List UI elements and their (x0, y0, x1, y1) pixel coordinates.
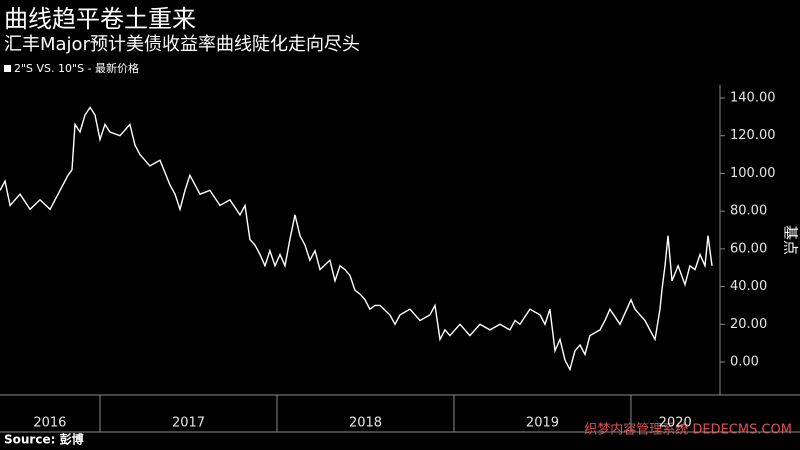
y-tick-label: 100.00 (730, 166, 776, 181)
y-tick-label: 20.00 (730, 317, 767, 332)
x-tick-label: 2016 (33, 416, 66, 431)
x-tick-label: 2017 (172, 416, 205, 431)
x-tick-label: 2019 (526, 416, 559, 431)
x-tick-label: 2020 (659, 416, 692, 431)
y-tick-label: 60.00 (730, 241, 767, 256)
y-tick-label: 80.00 (730, 204, 767, 219)
y-axis-label: 基点 (782, 225, 800, 255)
x-tick-label: 2018 (349, 416, 382, 431)
source: Source: 彭博 (4, 432, 84, 447)
y-tick-label: 120.00 (730, 128, 776, 143)
y-tick-label: 140.00 (730, 91, 776, 106)
y-tick-label: 0.00 (730, 355, 759, 370)
legend-label: 2"S VS. 10"S - 最新价格 (14, 61, 139, 75)
watermark: 织梦内容管理系统 DEDECMS.COM (584, 422, 792, 438)
chart-title: 曲线趋平卷土重来 (4, 5, 196, 33)
y-tick-label: 40.00 (730, 279, 767, 294)
chart-subtitle: 汇丰Major预计美债收益率曲线陡化走向尽头 (4, 34, 360, 55)
data-line (0, 106, 713, 372)
legend-swatch (4, 65, 11, 72)
